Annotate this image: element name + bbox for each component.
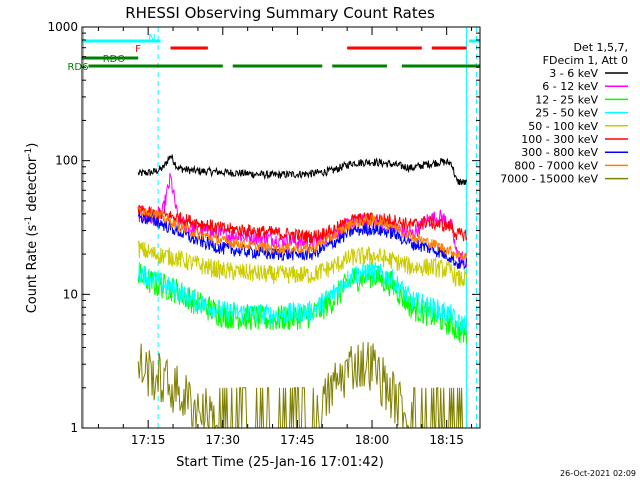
series-line-9 (137, 342, 466, 430)
legend-label-2: 6 - 12 keV (542, 80, 598, 93)
state-label-f: F (135, 44, 141, 55)
y-tick-label-4: 1000 (47, 20, 78, 34)
y-tick-label-3: 100 (55, 154, 78, 168)
y-axis: 1 10 100 1000 (47, 20, 480, 435)
state-label-rdo: RDO (103, 54, 126, 65)
y-tick-label-2: 10 (63, 287, 78, 301)
legend-label-4: 25 - 50 keV (535, 107, 598, 120)
x-axis-label: Start Time (25-Jan-16 17:01:42) (176, 455, 384, 470)
plot-frame (81, 26, 481, 429)
y-axis-label: Count Rate (s-1 detector-1) (24, 143, 40, 314)
series-line-4 (137, 261, 468, 335)
footer-timestamp: 26-Oct-2021 02:09 (560, 469, 636, 478)
legend-label-9: 7000 - 15000 keV (500, 173, 598, 186)
y-tick-label-1: 1 (70, 421, 78, 435)
x-tick-label-1: 17:15 (131, 433, 166, 447)
legend-label-8: 800 - 7000 keV (514, 159, 598, 172)
x-tick-label-5: 18:15 (429, 433, 464, 447)
plot-area: NF RDO RD6 (67, 26, 481, 430)
legend-label-6: 100 - 300 keV (521, 133, 598, 146)
state-label-n: N (148, 33, 155, 44)
series-line-5 (137, 240, 468, 288)
legend-label-7: 300 - 800 keV (521, 146, 598, 159)
legend-label-1: 3 - 6 keV (549, 67, 598, 80)
legend-header-line-2: FDecim 1, Att 0 (543, 54, 628, 67)
chart-title: RHESSI Observing Summary Count Rates (125, 4, 435, 22)
series-line-8 (137, 205, 468, 261)
series-line-6 (137, 205, 468, 245)
x-tick-label-4: 18:00 (355, 433, 390, 447)
x-tick-label-2: 17:30 (205, 433, 240, 447)
legend-label-5: 50 - 100 keV (528, 120, 598, 133)
legend-label-3: 12 - 25 keV (535, 93, 598, 106)
x-axis: 17:15 17:30 17:45 18:00 18:15 (97, 27, 473, 447)
series-line-1 (137, 154, 468, 186)
legend-header-line-1: Det 1,5,7, (573, 41, 628, 54)
state-label-rd6: RD6 (67, 62, 88, 73)
x-tick-label-3: 17:45 (280, 433, 315, 447)
